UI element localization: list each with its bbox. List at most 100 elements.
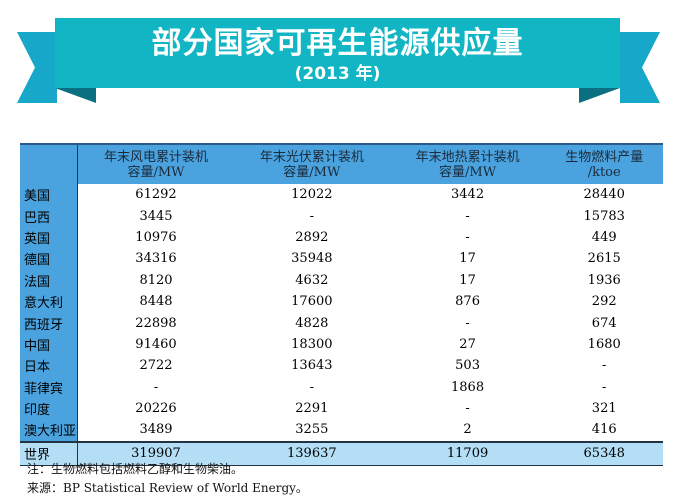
table-header: 年末风电累计装机 容量/MW 年末光伏累计装机 容量/MW 年末地热累计装机 容量/MW 生… [20,143,663,184]
value-cell: 1936 [587,272,621,288]
value-cell: - [465,401,470,417]
table-row: 英国 10976 2892 - 449 [20,226,663,249]
value-cell: 11709 [389,440,546,466]
value-cell: - [309,379,315,395]
table-row: 菲律宾 - - 1868 - [20,376,663,398]
header-line: 生物燃料产量 [565,149,644,165]
header-line: 年末光伏累计装机 [259,149,364,165]
value-cell: 10976 [135,229,177,245]
value-cell: 28440 [583,187,625,203]
value-cell: 17 [459,251,476,267]
value-cell: 91460 [135,336,177,352]
value-cell: 3489 [139,422,173,438]
country-cell: 菲律宾 [20,376,78,398]
value-cell: 12022 [291,187,333,203]
ribbon-fold-left [55,88,96,103]
value-cell: 3442 [451,187,485,203]
value-cell: 3255 [295,422,329,438]
country-cell: 澳大利亚 [20,419,78,442]
country-cell: 英国 [20,226,78,249]
value-cell: 2615 [587,251,621,267]
value-cell: 2892 [295,229,329,245]
column-header: 生物燃料产量/ktoe [545,143,663,184]
value-cell: 139637 [233,440,390,466]
value-cell: - [465,229,470,245]
value-cell: 65348 [545,440,663,466]
page-subtitle: (2013 年) [294,64,381,84]
table-row: 德国 34316 35948 17 2615 [20,248,663,270]
value-cell: - [153,379,159,395]
country-cell: 日本 [20,355,78,377]
country-cell: 美国 [20,184,78,206]
column-header: 年末地热累计装机 容量/MW [389,143,546,184]
value-cell: - [309,208,315,224]
value-cell: 18300 [291,336,333,352]
value-cell: 2291 [295,401,329,417]
value-cell: 449 [591,229,617,245]
footnote: 注：生物燃料包括燃料乙醇和生物柴油。 [27,462,244,476]
header-line: 容量/MW [439,164,497,180]
value-cell: - [602,379,607,395]
column-header: 年末光伏累计装机 容量/MW [233,143,390,184]
value-cell: 292 [591,294,617,310]
table-row: 世界 319907 139637 11709 65348 [20,440,663,466]
table-row: 西班牙 22898 4828 - 674 [20,312,663,334]
ribbon-tail-right [620,32,660,103]
value-cell: 2 [463,422,472,438]
value-cell: 61292 [135,187,177,203]
table-row: 中国 91460 18300 27 1680 [20,333,663,356]
value-cell: 20226 [135,401,177,417]
table-row: 法国 8120 4632 17 1936 [20,269,663,291]
value-cell: 8448 [139,294,173,310]
value-cell: 8120 [139,272,173,288]
column-header: 年末风电累计装机 容量/MW [77,143,234,184]
table-row: 美国 61292 12022 3442 28440 [20,184,663,206]
value-cell: 319907 [77,440,234,466]
value-cell: 17 [459,272,476,288]
table-row: 意大利 8448 17600 876 292 [20,290,663,313]
value-cell: 321 [591,401,617,417]
country-cell: 世界 [20,440,78,466]
value-cell: 503 [455,358,480,374]
value-cell: 15783 [583,208,625,224]
table-row: 印度 20226 2291 - 321 [20,397,663,420]
country-cell: 德国 [20,248,78,270]
value-cell: - [602,358,607,374]
value-cell: 4828 [295,315,329,331]
value-cell: 35948 [291,251,333,267]
column-header [20,143,78,184]
header-line: 容量/MW [283,164,341,180]
value-cell: 2722 [139,358,173,374]
ribbon-tail-left [17,32,57,103]
value-cell: 1868 [451,379,485,395]
value-cell: 27 [459,336,476,352]
country-cell: 印度 [20,397,78,420]
country-cell: 意大利 [20,290,78,313]
value-cell: 17600 [291,294,333,310]
value-cell: 22898 [135,315,177,331]
table-row: 日本 2722 13643 503 - [20,355,663,377]
value-cell: 13643 [291,358,333,374]
country-cell: 法国 [20,269,78,291]
country-cell: 巴西 [20,205,78,227]
header-line: 年末地热累计装机 [415,149,520,165]
header-line: 容量/MW [127,164,185,180]
country-cell: 中国 [20,333,78,356]
value-cell: - [465,208,470,224]
value-cell: 3445 [139,208,173,224]
table-row: 澳大利亚 3489 3255 2 416 [20,419,663,442]
value-cell: 4632 [295,272,329,288]
value-cell: 674 [591,315,617,331]
value-cell: 34316 [135,251,177,267]
page-title: 部分国家可再生能源供应量 [151,26,524,61]
value-cell: 1680 [587,336,621,352]
title-banner: 部分国家可再生能源供应量 (2013 年) [55,18,620,88]
ribbon-fold-right [579,88,620,103]
source-note: 来源：BP Statistical Review of World Energy… [27,481,308,495]
country-cell: 西班牙 [20,312,78,334]
renewable-supply-table: 年末风电累计装机 容量/MW 年末光伏累计装机 容量/MW 年末地热累计装机 容量/MW 生… [20,143,663,466]
header-line: 年末风电累计装机 [103,149,208,165]
header-line: /ktoe [587,164,621,180]
table-row: 巴西 3445 - - 15783 [20,205,663,227]
value-cell: 876 [455,294,480,310]
